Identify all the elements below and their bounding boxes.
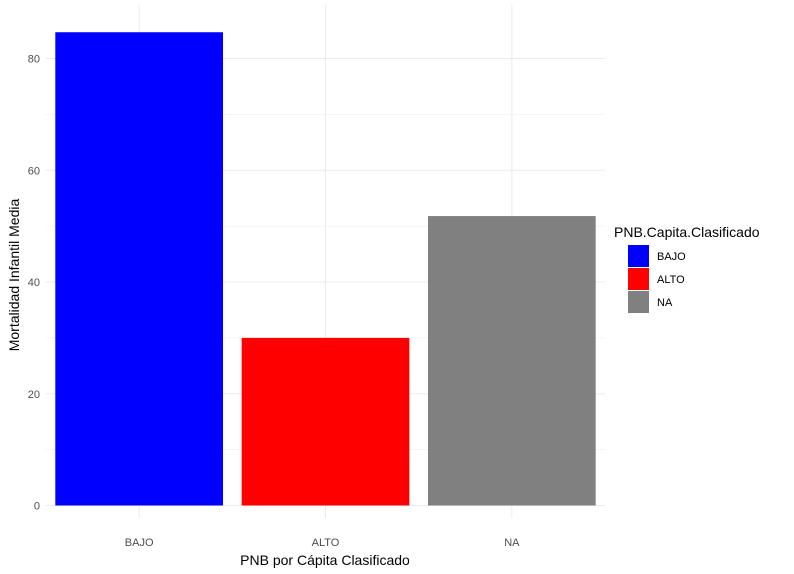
- x-axis-ticks: BAJO ALTO NA: [125, 537, 520, 549]
- bar-alto: [241, 337, 410, 506]
- legend-label-bajo: BAJO: [657, 251, 686, 263]
- y-tick-label: 0: [34, 501, 40, 513]
- x-axis-title: PNB por Cápita Clasificado: [240, 552, 410, 568]
- y-axis-title: Mortalidad Infantil Media: [6, 199, 22, 352]
- y-tick-label: 20: [28, 389, 40, 401]
- legend-key-bajo: [628, 245, 649, 267]
- y-tick-label: 40: [28, 277, 40, 289]
- legend-label-alto: ALTO: [657, 274, 685, 286]
- legend-key-na: [628, 291, 649, 313]
- legend-label-na: NA: [657, 297, 673, 309]
- x-tick-label: NA: [504, 537, 520, 549]
- y-tick-label: 80: [28, 54, 40, 66]
- y-axis-ticks: 0 20 40 60 80: [28, 54, 40, 513]
- x-tick-label: ALTO: [312, 537, 340, 549]
- bar-na: [427, 216, 596, 506]
- legend-key-alto: [628, 268, 649, 290]
- x-tick-label: BAJO: [125, 537, 154, 549]
- legend-title: PNB.Capita.Clasificado: [614, 224, 760, 240]
- bars: [55, 32, 596, 506]
- legend: PNB.Capita.Clasificado BAJO ALTO NA: [614, 224, 760, 313]
- bar-bajo: [55, 32, 224, 506]
- y-tick-label: 60: [28, 165, 40, 177]
- legend-items: BAJO ALTO NA: [628, 245, 686, 313]
